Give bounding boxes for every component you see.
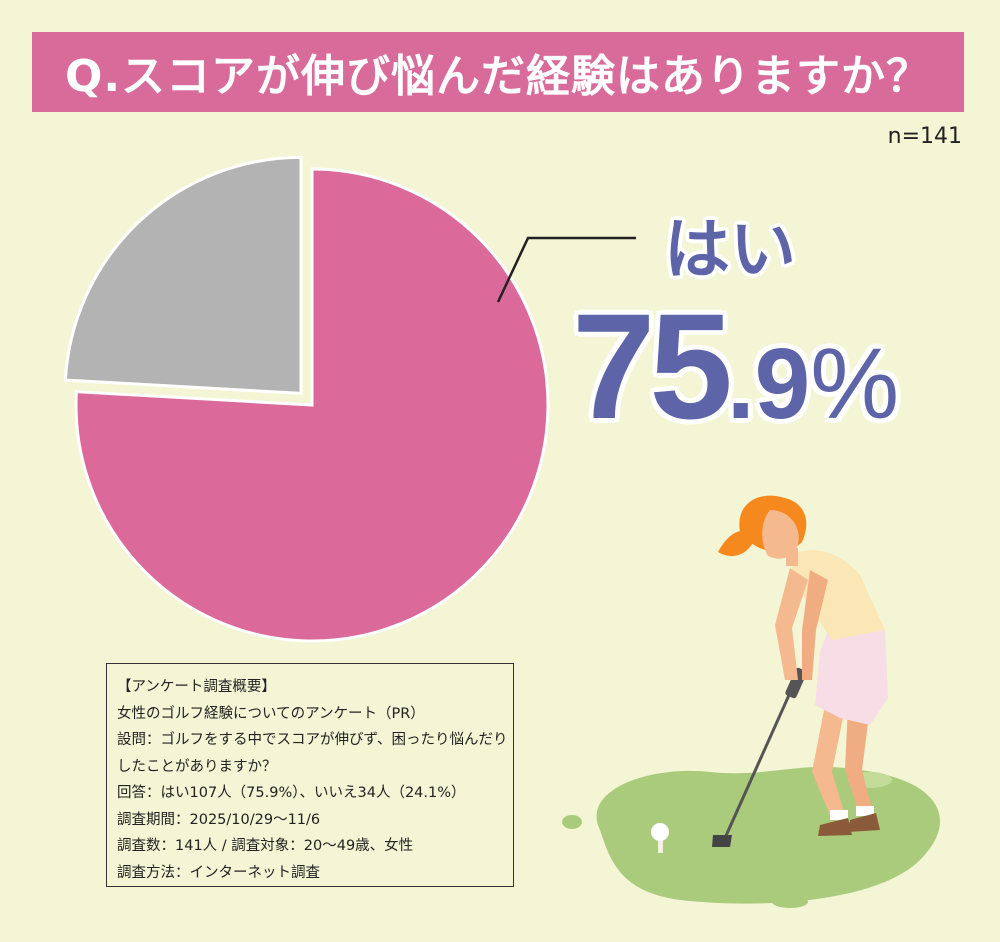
survey-line: 調査期間：2025/10/29〜11/6 bbox=[117, 811, 321, 828]
golfer-arm bbox=[775, 568, 808, 680]
survey-line: 設問：ゴルフをする中でスコアが伸びず、困ったり悩んだり bbox=[117, 732, 508, 748]
golf-ball-icon bbox=[651, 823, 669, 853]
golf-club-icon bbox=[712, 667, 807, 847]
pie-slice-no bbox=[63, 155, 303, 395]
survey-heading: 【アンケート調査概要】 bbox=[117, 679, 276, 695]
grass-patch bbox=[562, 766, 940, 908]
pie-slices bbox=[63, 155, 550, 643]
callout-percentage: 75.9% bbox=[572, 280, 899, 453]
title-banner: Q.スコアが伸び悩んだ経験はありますか？ bbox=[32, 32, 964, 112]
survey-line: 女性のゴルフ経験についてのアンケート（PR） bbox=[117, 705, 425, 722]
survey-summary-box: 【アンケート調査概要】 女性のゴルフ経験についてのアンケート（PR） 設問：ゴル… bbox=[106, 663, 514, 887]
golfer-head bbox=[718, 495, 807, 566]
callout-unit: % bbox=[810, 328, 900, 440]
pie-slice-yes bbox=[74, 167, 550, 643]
survey-line: 調査数：141人 / 調査対象：20〜49歳、女性 bbox=[117, 838, 414, 854]
golfer-shorts bbox=[815, 620, 888, 725]
callout-value-decimal: .9 bbox=[726, 328, 811, 440]
survey-line: 調査方法：インターネット調査 bbox=[117, 864, 320, 881]
callout-value-int: 75 bbox=[572, 282, 733, 450]
survey-line: したことがありますか？ bbox=[117, 758, 277, 775]
callout-label: はい bbox=[664, 211, 796, 288]
golfer-illustration bbox=[562, 495, 940, 908]
page-title: Q.スコアが伸び悩んだ経験はありますか？ bbox=[64, 51, 932, 102]
golfer-arm bbox=[802, 570, 828, 680]
callout-leader-line bbox=[496, 236, 636, 303]
golfer-legs bbox=[812, 705, 880, 836]
survey-line: 回答：はい107人（75.9%）、いいえ34人（24.1%） bbox=[117, 785, 466, 801]
sample-size-label: n=141 bbox=[887, 124, 962, 149]
